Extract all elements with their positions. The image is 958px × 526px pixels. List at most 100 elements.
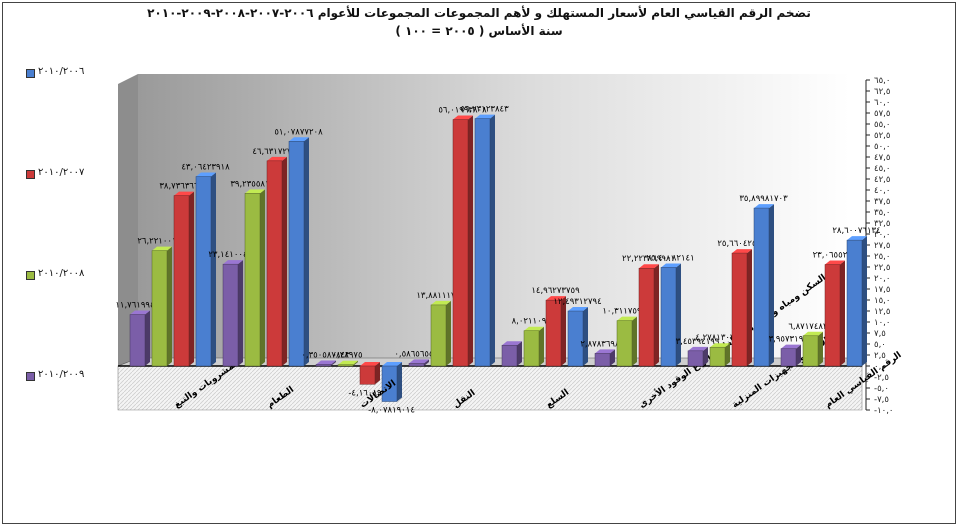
bar-top — [710, 343, 730, 348]
bar-top — [245, 189, 265, 194]
data-label: ٤,٢٧٨١٣٠٣١٨ — [695, 333, 744, 343]
bar-top — [732, 249, 752, 254]
data-label: ٠,٣٥٠٥٨٧٨٤٣ — [301, 350, 350, 360]
bar-side — [862, 236, 867, 366]
bar-top — [847, 236, 867, 241]
bar-side — [561, 296, 566, 366]
bar-side — [632, 316, 637, 366]
y-tick-label: ٥,٠ — [874, 340, 886, 350]
bar-side — [769, 204, 774, 366]
bar-side — [490, 114, 495, 366]
bar-side — [796, 344, 801, 366]
bar — [288, 141, 305, 367]
bar — [244, 193, 261, 367]
data-label: -٨,٠٧٨١٩٠١٤ — [368, 406, 415, 416]
y-tick-label: ٧,٥ — [874, 329, 886, 339]
side-wall — [118, 74, 138, 366]
legend-label: ٢٠١٠/٢٠٠٨ — [38, 268, 85, 279]
bar-side — [353, 360, 358, 366]
bar — [660, 267, 677, 367]
bar-top — [130, 310, 150, 315]
data-label: ٦,٨٧١٧٤٨٢٦١ — [788, 322, 836, 332]
bar — [709, 346, 726, 367]
legend-swatch — [26, 69, 35, 78]
bar-top — [754, 204, 774, 209]
bar-top — [546, 296, 566, 301]
data-label: ٢٦,٢٢١٠٠١١٨ — [137, 237, 186, 247]
y-tick-label: ٢٥,٠ — [874, 252, 890, 262]
bar-side — [818, 331, 823, 366]
bar-top — [338, 360, 358, 365]
bar-top — [174, 191, 194, 196]
bar-top — [316, 360, 336, 365]
bar-side — [446, 300, 451, 366]
bar-side — [725, 343, 730, 366]
data-label: ١٠,٣١١٧٥٩٩٧ — [602, 307, 651, 317]
y-tick-label: ٦٥,٠ — [874, 76, 890, 86]
y-tick-label: -٥,٠ — [874, 384, 889, 394]
data-label: ٣٨,٧٣٦٣٦٦١٣ — [159, 182, 208, 192]
y-tick-label: -٢,٥ — [874, 373, 889, 383]
bar-side — [468, 115, 473, 366]
y-tick-label: ١٠,٠ — [874, 318, 890, 328]
data-label: ٤٣,٠٦٤٢٣٩١٨ — [181, 163, 230, 173]
bar-top — [289, 137, 309, 142]
y-tick-label: ٥٥,٠ — [874, 120, 890, 130]
bar-side — [676, 263, 681, 366]
data-label: ٠,٥٨٦٥٦٥٥١٢ — [394, 349, 443, 359]
bar — [545, 299, 562, 367]
bar — [474, 118, 491, 367]
bar-top — [223, 260, 243, 265]
y-tick-label: ٦٢,٥ — [874, 87, 890, 97]
data-label: ٣,٩٥٧٣١٩٩٤ — [769, 335, 813, 345]
bar-side — [654, 264, 659, 366]
bar — [731, 252, 748, 367]
bar-top — [524, 326, 544, 331]
y-tick-label: ٢٠,٠ — [874, 274, 890, 284]
data-label: ٣٥,٨٩٩٨١٧٠٣ — [739, 194, 788, 204]
bar — [616, 320, 633, 367]
data-label: ٥٦,٠١٩٩٣٨٠٨ — [438, 106, 487, 116]
data-label: ٢٥,٤٠٠٨٢١٤١ — [646, 253, 694, 263]
legend-label: ٢٠١٠/٢٠٠٧ — [38, 167, 85, 178]
data-label: ١٤,٩٦٢٧٣٧٥٩ — [531, 286, 580, 296]
y-tick-label: ١٢,٥ — [874, 307, 890, 317]
bar — [266, 160, 283, 367]
bar-top — [382, 362, 402, 366]
bar-top — [431, 300, 451, 305]
y-tick-label: ١٧,٥ — [874, 285, 890, 295]
bar-top — [152, 246, 172, 251]
bar — [452, 119, 469, 367]
y-tick-label: ٥٠,٠ — [874, 142, 890, 152]
legend-swatch — [26, 372, 35, 381]
bar-side — [331, 360, 336, 366]
bar-side — [260, 189, 265, 366]
data-label: ٣,٤٥٣٩٤١٩٩ — [676, 337, 720, 347]
legend-label: ٢٠١٠/٢٠٠٦ — [38, 66, 85, 77]
y-tick-label: ٢٢,٥ — [874, 263, 890, 273]
bar-top — [825, 260, 845, 265]
data-label: -٤,١٦٠٨٩٤٣ — [348, 388, 391, 398]
y-tick-label: ٣٢,٥ — [874, 219, 890, 229]
y-tick-label: ٣٧,٥ — [874, 197, 890, 207]
bar — [337, 364, 354, 367]
bar-side — [840, 260, 845, 366]
bar-top — [196, 172, 216, 177]
data-label: ١١,٧٦١٩٩٤٥٥ — [115, 301, 163, 311]
y-tick-label: ٥٧,٥ — [874, 109, 890, 119]
bar — [567, 310, 584, 367]
bar-side — [145, 310, 150, 366]
bar — [638, 267, 655, 367]
y-tick-label: ٤٠,٠ — [874, 186, 890, 196]
bar-top — [688, 346, 708, 351]
data-label: ٣٩,٢٣٥٥٨١٩٥ — [230, 179, 278, 189]
chart-title: تضخم الرقم القياسي العام لأسعار المستهلك… — [147, 6, 811, 20]
bar-side — [747, 249, 752, 366]
bar-top — [475, 114, 495, 119]
bar-top — [617, 316, 637, 321]
y-tick-label: ٣٠,٠ — [874, 230, 890, 240]
bar-side — [304, 137, 309, 366]
bar-side — [583, 307, 588, 366]
bar-side — [375, 362, 380, 385]
